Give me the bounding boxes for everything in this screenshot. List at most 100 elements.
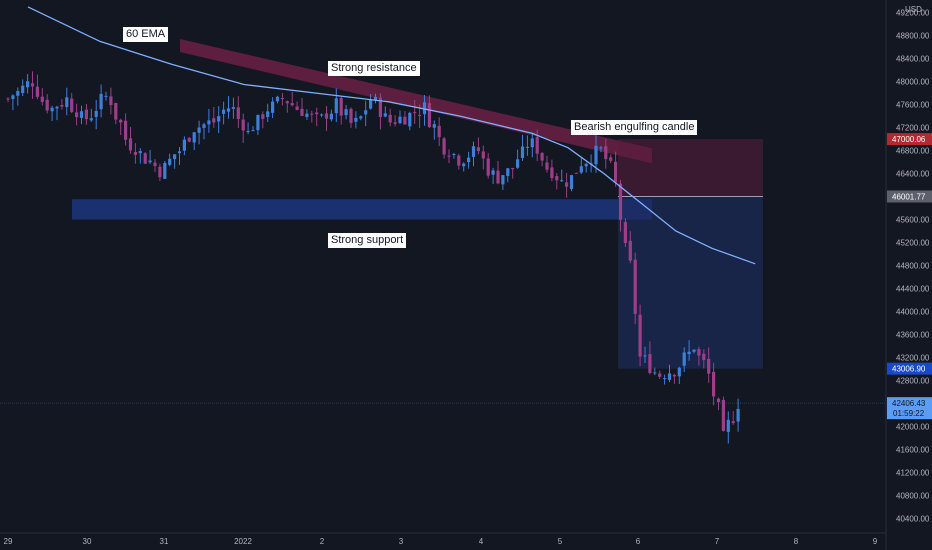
candle-body [462, 163, 466, 167]
candle-body [491, 170, 495, 175]
price-tick-label: 47200.00 [896, 124, 930, 133]
date-tick-label: 8 [794, 537, 799, 546]
entry-price-tag: 46001.77 [892, 192, 926, 201]
candle-body [75, 112, 79, 118]
candle-body [697, 349, 701, 356]
candle-body [403, 116, 407, 125]
candle-body [511, 168, 515, 170]
candle-body [599, 147, 603, 149]
price-tick-label: 44800.00 [896, 262, 930, 271]
candle-body [60, 105, 64, 107]
price-tick-label: 45600.00 [896, 216, 930, 225]
candle-body [432, 124, 436, 128]
price-tick-label: 43200.00 [896, 354, 930, 363]
date-tick-label: 29 [4, 537, 13, 546]
price-tick-label: 40400.00 [896, 515, 930, 524]
candle-body [305, 113, 309, 117]
candle-body [388, 114, 392, 123]
candle-body [584, 163, 588, 167]
candle-body [329, 113, 333, 120]
candle-body [457, 155, 461, 166]
candle-body [143, 153, 147, 164]
target-zone [618, 139, 763, 197]
date-tick-label: 3 [399, 537, 404, 546]
candle-body [579, 166, 583, 173]
candle-body [393, 122, 397, 124]
candle-body [148, 160, 152, 163]
countdown-tag: 01:59:22 [893, 409, 925, 418]
candle-body [344, 109, 348, 116]
candle-body [638, 314, 642, 357]
candle-body [364, 110, 368, 115]
candle-body [672, 374, 676, 377]
candle-body [109, 96, 113, 106]
price-tick-label: 40800.00 [896, 492, 930, 501]
price-tick-label: 42800.00 [896, 377, 930, 386]
candle-body [560, 180, 564, 182]
candle-body [45, 99, 49, 111]
candle-body [452, 154, 456, 156]
price-tick-label: 45200.00 [896, 239, 930, 248]
candle-body [177, 151, 182, 154]
price-tick-label: 48800.00 [896, 32, 930, 41]
candle-body [295, 106, 299, 110]
candle-body [153, 162, 157, 167]
candle-body [422, 102, 427, 115]
candle-body [687, 351, 691, 355]
price-tick-label: 48400.00 [896, 55, 930, 64]
candle-body [65, 97, 69, 108]
candle-body [35, 86, 39, 97]
candle-body [486, 158, 490, 176]
date-tick-label: 5 [558, 537, 563, 546]
candle-body [437, 125, 441, 138]
currency-label: USD [905, 5, 922, 14]
candle-body [251, 130, 255, 132]
candle-body [182, 139, 186, 151]
candle-body [30, 83, 35, 87]
candle-body [40, 96, 44, 102]
candle-body [280, 97, 284, 100]
date-tick-label: 30 [83, 537, 92, 546]
candle-body [275, 96, 280, 102]
candle-body [236, 107, 240, 119]
candle-body [525, 146, 529, 148]
resistance-band [180, 38, 652, 164]
candle-body [119, 119, 123, 123]
candle-body [359, 116, 363, 119]
candle-body [614, 161, 618, 183]
candle-body [256, 114, 260, 131]
candle-body [192, 132, 196, 143]
ema-line [27, 6, 756, 265]
price-tick-label: 42000.00 [896, 423, 930, 432]
candle-body [50, 107, 54, 112]
candle-body [197, 127, 201, 133]
target-price-tag-bg [887, 133, 932, 146]
candle-body [653, 372, 657, 374]
candle-body [520, 146, 525, 158]
ema-annotation: 60 EMA [123, 27, 169, 42]
last-price-tag: 42406.43 [892, 399, 926, 408]
date-tick-label: 9 [873, 537, 878, 546]
candle-body [70, 98, 74, 112]
candle-body [721, 399, 725, 431]
entry-price-tag-bg [887, 190, 932, 203]
candle-body [540, 153, 544, 161]
candle-body [373, 96, 378, 101]
date-tick-label: 4 [479, 537, 484, 546]
candle-body [569, 175, 574, 189]
candle-body [266, 111, 270, 118]
candle-body [163, 163, 167, 179]
candle-body [413, 112, 417, 114]
candle-body [334, 98, 338, 114]
price-tick-label: 47600.00 [896, 101, 930, 110]
candle-body [471, 146, 476, 157]
candle-body [618, 183, 623, 220]
candle-body [300, 108, 304, 116]
candle-body [354, 117, 358, 122]
candle-body [643, 355, 647, 357]
candle-body [565, 182, 569, 187]
candle-body [682, 352, 686, 366]
